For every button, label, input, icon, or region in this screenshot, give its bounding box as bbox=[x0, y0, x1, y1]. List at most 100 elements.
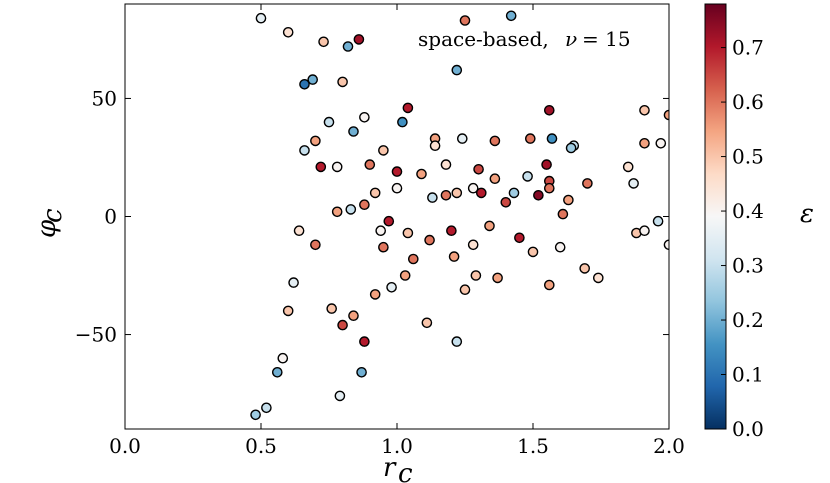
scatter-point bbox=[522, 171, 533, 182]
scatter-point bbox=[456, 133, 468, 144]
scatter-point bbox=[399, 270, 411, 281]
scatter-point bbox=[557, 208, 569, 220]
plot-frame bbox=[124, 3, 670, 430]
scatter-point bbox=[544, 105, 555, 116]
scatter-point bbox=[663, 239, 669, 251]
scatter-point bbox=[639, 225, 650, 236]
scatter-point bbox=[310, 135, 321, 147]
scatter-point bbox=[255, 12, 267, 24]
scatter-point bbox=[489, 135, 501, 147]
scatter-point bbox=[323, 116, 335, 128]
scatter-point bbox=[345, 204, 357, 215]
scatter-point bbox=[416, 168, 427, 180]
y-tick-label: 0 bbox=[104, 205, 117, 229]
x-tick-label: 0.0 bbox=[109, 434, 141, 458]
y-axis-label: φ c bbox=[32, 208, 68, 238]
scatter-point bbox=[299, 79, 310, 90]
scatter-point bbox=[402, 102, 414, 114]
colorbar-tick-label: 0.1 bbox=[732, 363, 764, 387]
scatter-point bbox=[378, 241, 389, 253]
scatter-point bbox=[500, 196, 512, 208]
scatter-point bbox=[459, 15, 471, 26]
colorbar-ticks: 0.0 0.1 0.2 0.3 0.4 0.5 0.6 0.7 bbox=[721, 36, 764, 441]
scatter-point bbox=[484, 220, 495, 232]
scatter-point bbox=[402, 227, 414, 239]
scatter-point bbox=[369, 289, 381, 300]
scatter-point bbox=[359, 112, 370, 123]
scatter-point bbox=[369, 187, 381, 199]
scatter-point bbox=[337, 319, 348, 331]
y-tick-label: −50 bbox=[75, 323, 117, 347]
y-axis-label-main: φ bbox=[32, 219, 62, 238]
scatter-point bbox=[427, 192, 438, 203]
scatter-point bbox=[337, 76, 348, 88]
y-axis-label-sub: c bbox=[38, 208, 68, 223]
scatter-point bbox=[514, 232, 525, 244]
scatter-point bbox=[639, 137, 650, 149]
scatter-point bbox=[421, 317, 433, 329]
colorbar-tick-label: 0.0 bbox=[732, 417, 764, 441]
scatter-point bbox=[525, 133, 536, 144]
scatter-point bbox=[391, 166, 403, 177]
scatter-point bbox=[277, 352, 289, 364]
scatter-point bbox=[440, 189, 452, 201]
annotation: space-based, ν = 15 bbox=[418, 27, 631, 51]
scatter-point bbox=[331, 206, 343, 218]
scatter-point bbox=[554, 241, 566, 253]
scatter-point bbox=[628, 178, 639, 189]
scatter-point bbox=[334, 390, 346, 402]
scatter-point bbox=[348, 126, 359, 137]
scatter-points bbox=[250, 10, 669, 421]
x-tick-label: 1.5 bbox=[517, 434, 549, 458]
scatter-point bbox=[250, 409, 261, 421]
scatter-point bbox=[288, 277, 299, 288]
scatter-point bbox=[546, 133, 558, 144]
scatter-point bbox=[391, 182, 403, 194]
scatter-point bbox=[342, 41, 354, 52]
x-axis-label-sub: c bbox=[398, 459, 413, 483]
scatter-point bbox=[544, 182, 555, 194]
scatter-point bbox=[397, 116, 408, 128]
scatter-point bbox=[467, 182, 479, 194]
colorbar-tick-label: 0.3 bbox=[732, 254, 764, 278]
scatter-point bbox=[386, 281, 397, 293]
scatter-point bbox=[378, 145, 389, 156]
scatter-point bbox=[282, 305, 294, 317]
scatter-point bbox=[508, 187, 520, 199]
colorbar-label: ε bbox=[800, 199, 814, 229]
scatter-point bbox=[467, 239, 479, 251]
y-tick-label: 50 bbox=[92, 86, 117, 110]
scatter-point bbox=[307, 74, 319, 85]
scatter-point bbox=[652, 215, 664, 227]
scatter-point bbox=[348, 310, 359, 322]
scatter-point bbox=[446, 225, 457, 236]
colorbar-tick-label: 0.6 bbox=[732, 90, 764, 114]
scatter-point bbox=[448, 251, 460, 262]
scatter-point bbox=[544, 279, 555, 291]
scatter-point bbox=[527, 246, 539, 258]
scatter-point bbox=[655, 137, 667, 149]
scatter-point bbox=[318, 36, 329, 48]
scatter-point bbox=[475, 187, 487, 199]
annotation-prefix: space-based, bbox=[418, 27, 549, 51]
scatter-point bbox=[407, 253, 419, 265]
scatter-point bbox=[459, 284, 471, 296]
scatter-point bbox=[451, 336, 463, 347]
scatter-point bbox=[364, 159, 376, 170]
colorbar-tick-label: 0.7 bbox=[732, 36, 764, 60]
scatter-point bbox=[356, 366, 367, 378]
scatter-point bbox=[440, 159, 452, 170]
scatter-point bbox=[451, 187, 463, 199]
colorbar-tick-label: 0.2 bbox=[732, 308, 764, 332]
scatter-point bbox=[359, 199, 370, 210]
scatter-point bbox=[310, 239, 321, 251]
scatter-point bbox=[541, 159, 552, 170]
scatter-point bbox=[326, 303, 338, 314]
x-axis-label: r c bbox=[383, 453, 413, 483]
scatter-point bbox=[492, 272, 503, 284]
x-tick-label: 0.5 bbox=[245, 434, 277, 458]
scatter-point bbox=[359, 336, 370, 347]
scatter-point bbox=[622, 161, 634, 173]
scatter-point bbox=[505, 10, 517, 22]
